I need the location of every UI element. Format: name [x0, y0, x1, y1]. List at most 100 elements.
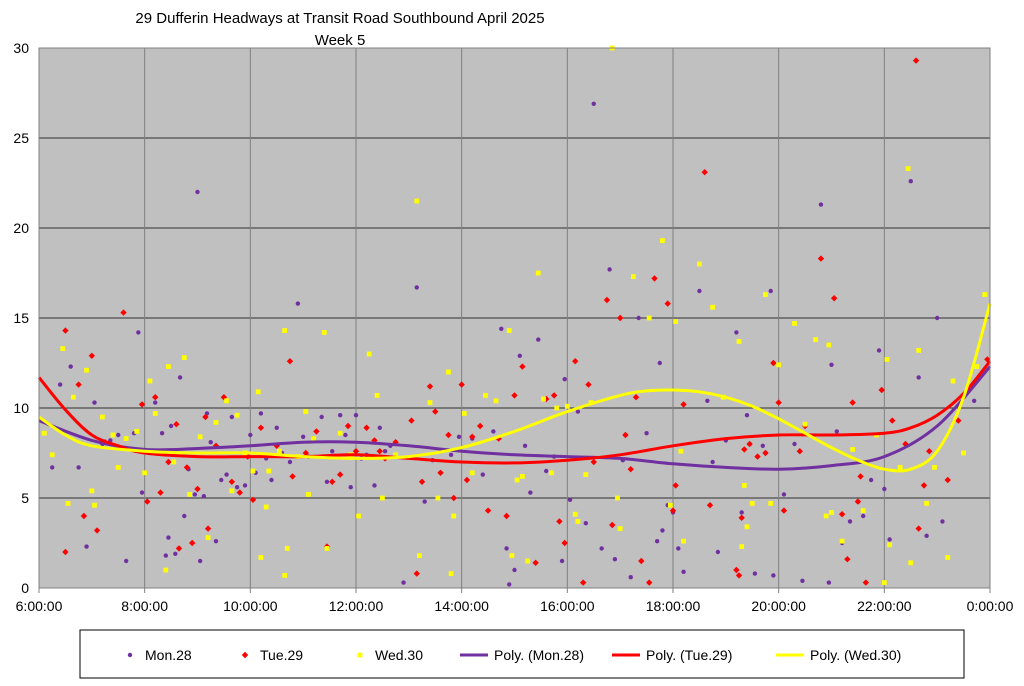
data-point — [632, 394, 640, 401]
legend-item: Mon.28 — [127, 647, 192, 663]
data-point — [612, 557, 618, 562]
data-point — [469, 433, 476, 440]
data-point — [818, 202, 824, 207]
data-point — [617, 526, 623, 531]
data-point — [522, 443, 528, 448]
data-point — [535, 270, 541, 276]
data-point — [258, 411, 264, 416]
data-point — [493, 398, 499, 404]
data-point — [234, 485, 240, 490]
data-point — [84, 544, 89, 549]
data-point — [476, 422, 484, 430]
data-point — [363, 424, 370, 431]
data-point — [622, 431, 629, 439]
data-point — [450, 494, 457, 502]
trendline-poly-mon-28 — [38, 365, 992, 471]
data-point — [829, 362, 834, 367]
chart-title: 29 Dufferin Headways at Transit Road Sou… — [135, 10, 544, 27]
data-point — [110, 432, 116, 438]
data-point — [912, 57, 920, 64]
data-point — [514, 477, 520, 483]
x-tick-label: 12:00:00 — [329, 598, 384, 614]
data-point — [615, 495, 620, 501]
data-point — [771, 573, 776, 578]
data-point — [762, 449, 769, 457]
data-point — [543, 395, 550, 403]
data-point — [567, 497, 573, 502]
data-point — [344, 422, 352, 430]
legend-item: Poly. (Tue.29) — [612, 647, 732, 663]
legend-marker — [357, 652, 363, 658]
data-point — [644, 431, 649, 436]
data-point — [861, 513, 866, 519]
data-point — [401, 580, 406, 585]
gridlines — [39, 47, 990, 588]
data-point — [710, 304, 716, 310]
data-point — [189, 539, 196, 547]
data-point — [511, 392, 518, 399]
data-point — [830, 295, 838, 302]
data-point — [739, 510, 744, 515]
data-point — [138, 401, 146, 408]
data-point — [857, 473, 864, 480]
data-point — [838, 511, 846, 518]
data-point — [733, 566, 740, 574]
data-point — [414, 198, 420, 204]
data-point — [924, 533, 929, 538]
data-point — [213, 420, 219, 425]
data-point — [284, 546, 290, 551]
data-point — [134, 429, 140, 434]
data-point — [483, 393, 488, 398]
data-point — [324, 479, 330, 484]
data-point — [205, 535, 211, 540]
data-point — [306, 492, 311, 497]
data-point — [463, 476, 471, 484]
data-point — [319, 414, 324, 420]
data-point — [197, 434, 203, 440]
data-point — [697, 261, 702, 267]
data-point — [192, 492, 198, 497]
data-point — [152, 411, 158, 416]
data-point — [525, 558, 531, 564]
data-point — [302, 449, 310, 457]
data-point — [646, 579, 653, 586]
data-point — [681, 538, 686, 544]
data-point — [276, 448, 282, 454]
legend-marker — [241, 651, 249, 659]
data-point — [744, 413, 750, 418]
data-point — [236, 489, 243, 496]
legend-marker — [127, 652, 133, 658]
legend-label: Poly. (Wed.30) — [810, 647, 901, 663]
x-axis-ticks: 6:00:00 8:00:00 10:00:00 12:00:00 14:00:00 16… — [16, 588, 1014, 614]
data-point — [817, 255, 825, 262]
data-point — [916, 375, 921, 380]
data-point — [572, 511, 578, 517]
y-tick-label: 10 — [13, 400, 29, 416]
legend-item: Tue.29 — [241, 647, 303, 663]
data-point — [669, 507, 677, 514]
data-point — [153, 400, 158, 405]
chart-subtitle: Week 5 — [315, 32, 366, 49]
data-point — [163, 567, 169, 573]
data-point — [984, 356, 991, 363]
data-point — [219, 477, 224, 483]
data-point — [575, 519, 581, 524]
data-point — [448, 571, 454, 576]
data-point — [249, 496, 257, 503]
data-point — [850, 447, 856, 452]
data-point — [76, 465, 81, 470]
series-tue-29 — [62, 57, 991, 586]
data-point — [234, 412, 240, 418]
data-point — [660, 528, 665, 533]
data-point — [311, 436, 317, 441]
data-point — [834, 429, 839, 434]
data-point — [775, 399, 782, 406]
data-point — [348, 485, 353, 490]
data-point — [889, 417, 896, 424]
data-point — [749, 501, 755, 506]
data-point — [585, 381, 592, 388]
data-point — [437, 469, 444, 476]
data-point — [734, 330, 739, 335]
x-tick-label: 14:00:00 — [434, 598, 489, 614]
data-point — [445, 431, 452, 439]
